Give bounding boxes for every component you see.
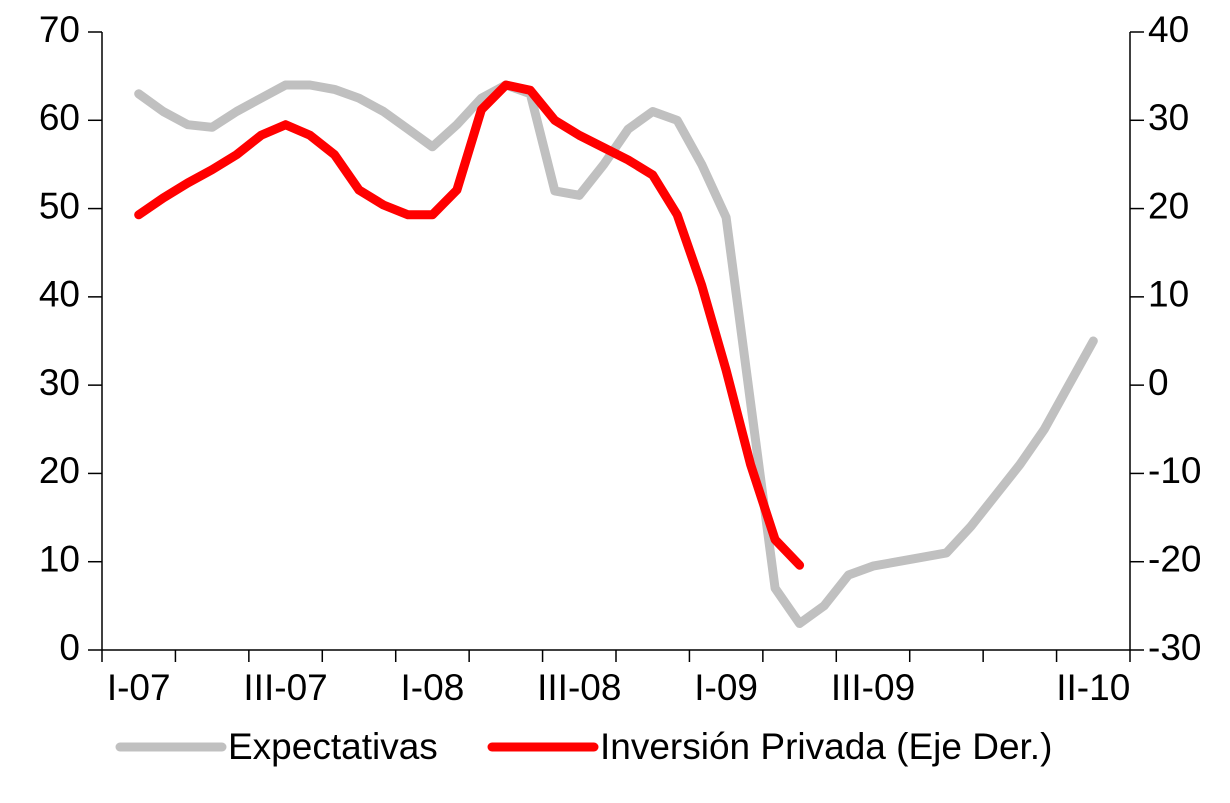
y-tick-label: 70 [39,9,80,50]
x-tick-label: III-07 [243,667,327,708]
series-line [134,80,805,570]
y-tick-label: 10 [39,538,80,579]
x-tick-label: I-07 [107,667,171,708]
legend-label: Inversión Privada (Eje Der.) [600,726,1052,767]
y-tick-label: 0 [59,627,80,668]
y2-tick-label: -30 [1148,627,1201,668]
y2-tick-label: -10 [1148,450,1201,491]
x-tick-label: III-09 [831,667,915,708]
y-tick-label: 30 [39,362,80,403]
series-line [134,80,1098,628]
y2-tick-label: 30 [1148,97,1189,138]
y-tick-label: 50 [39,185,80,226]
y2-tick-label: 10 [1148,274,1189,315]
y2-tick-label: 20 [1148,185,1189,226]
x-tick-label: I-09 [694,667,758,708]
legend-label: Expectativas [228,726,438,767]
y-tick-label: 60 [39,97,80,138]
y2-tick-label: 0 [1148,362,1169,403]
y-tick-label: 20 [39,450,80,491]
y2-tick-label: -20 [1148,538,1201,579]
y-tick-label: 40 [39,274,80,315]
x-tick-label: II-10 [1056,667,1130,708]
x-tick-label: I-08 [401,667,465,708]
y2-tick-label: 40 [1148,9,1189,50]
x-tick-label: III-08 [537,667,621,708]
